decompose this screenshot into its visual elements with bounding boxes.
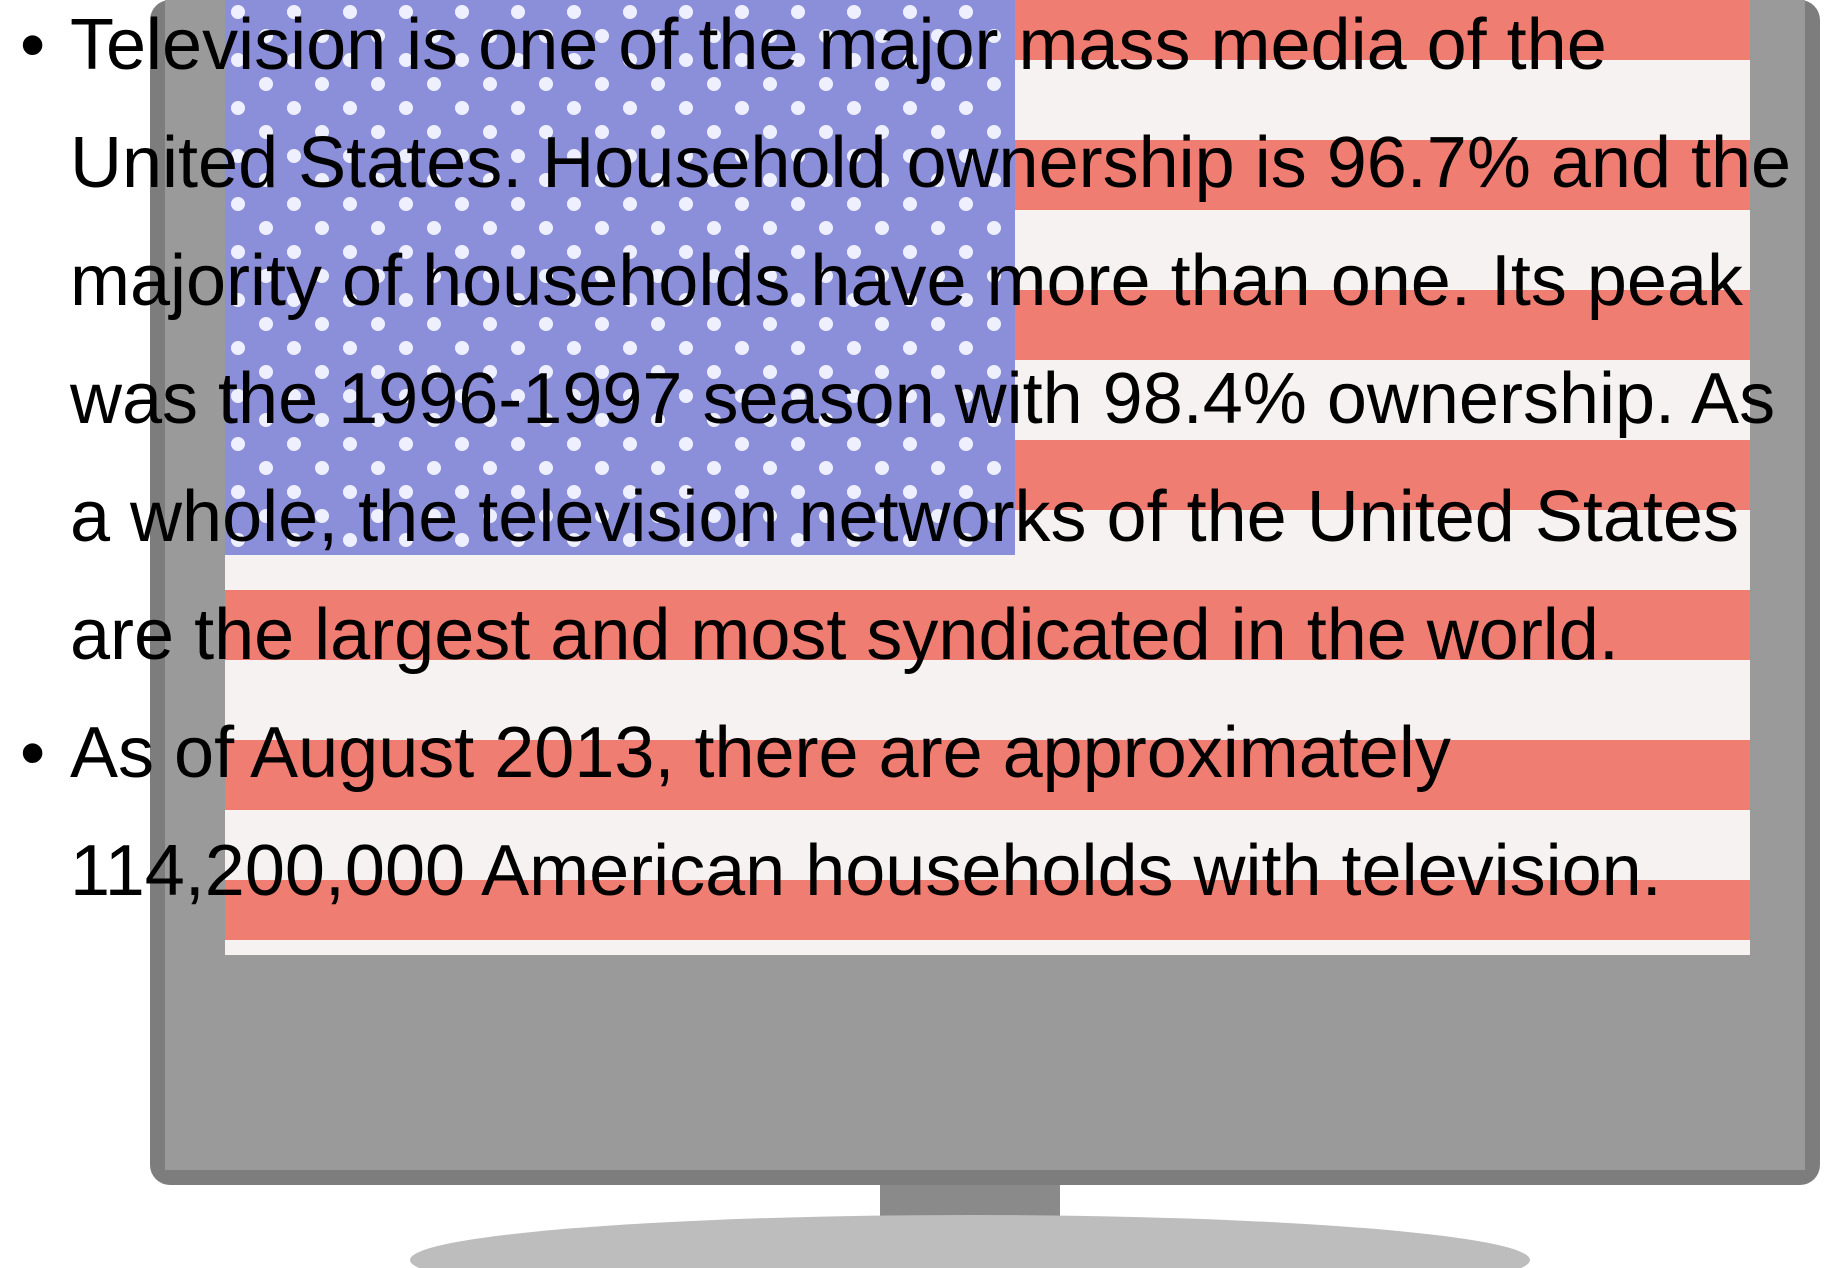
bullet: As of August 2013, there are approximate… bbox=[20, 694, 1820, 930]
tv-stand bbox=[410, 1215, 1530, 1268]
slide: Television is one of the major mass medi… bbox=[0, 0, 1839, 1268]
bullet-list: Television is one of the major mass medi… bbox=[20, 0, 1820, 930]
bullet: Television is one of the major mass medi… bbox=[20, 0, 1820, 694]
